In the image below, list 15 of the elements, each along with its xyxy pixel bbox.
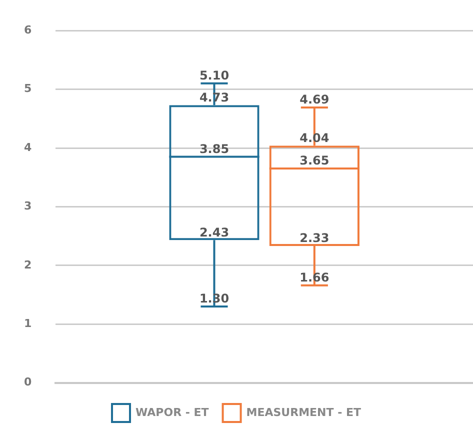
y-tick-label: 2	[24, 258, 32, 272]
y-tick-label: 6	[24, 23, 32, 36]
y-tick-label: 3	[24, 200, 32, 213]
legend-label: WAPOR - ET	[136, 406, 210, 419]
y-tick-label: 1	[24, 316, 32, 330]
text: 2.33	[300, 231, 330, 246]
text: 3.85	[199, 142, 230, 156]
y-tick-label: 5	[24, 82, 32, 96]
text: 3.65	[300, 154, 330, 168]
text: 2.43	[199, 225, 230, 240]
text: 5.10	[199, 68, 230, 83]
y-tick-label: 4	[24, 140, 32, 154]
text: 4.69	[300, 92, 330, 107]
legend-label: MEASURMENT - ET	[246, 406, 362, 419]
y-tick-label: 0	[24, 376, 32, 389]
